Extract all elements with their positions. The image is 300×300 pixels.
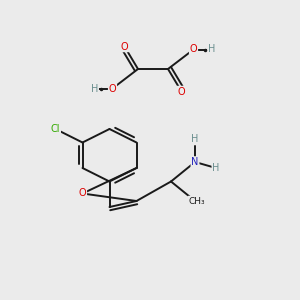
Text: O: O — [190, 44, 197, 55]
Text: O: O — [109, 83, 116, 94]
Text: H: H — [208, 44, 215, 55]
Text: N: N — [191, 157, 199, 167]
Text: O: O — [79, 188, 86, 199]
Text: Cl: Cl — [51, 124, 60, 134]
Text: CH₃: CH₃ — [188, 196, 205, 206]
Text: H: H — [191, 134, 199, 145]
Text: H: H — [91, 83, 98, 94]
Text: O: O — [178, 86, 185, 97]
Text: O: O — [121, 41, 128, 52]
Text: H: H — [212, 163, 220, 173]
